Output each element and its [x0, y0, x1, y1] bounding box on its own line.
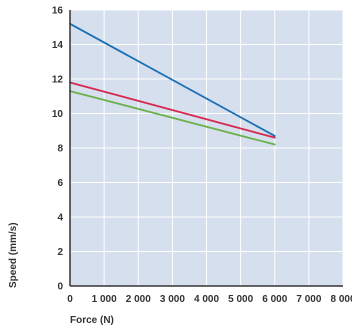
x-tick-label: 0: [67, 294, 73, 305]
axes: [69, 10, 343, 287]
y-tick-label: 4: [57, 213, 63, 224]
gridlines: [70, 9, 344, 286]
x-tick-label: 2 000: [126, 294, 151, 305]
x-tick-label: 8 000: [330, 294, 352, 305]
y-tick-label: 2: [57, 247, 63, 258]
x-tick-label: 6 000: [262, 294, 287, 305]
x-tick-label: 4 000: [194, 294, 219, 305]
y-tick-label: 6: [57, 178, 63, 189]
y-tick-label: 16: [52, 6, 64, 17]
y-tick-label: 8: [57, 144, 63, 155]
y-tick-label: 14: [52, 40, 64, 51]
x-axis-label: Force (N): [70, 315, 114, 326]
series-line-3: [69, 90, 276, 146]
x-tick-label: 7 000: [296, 294, 321, 305]
y-axis-label: Speed (mm/s): [8, 222, 19, 288]
y-tick-label: 12: [52, 75, 64, 86]
series-line-1: [69, 22, 276, 137]
x-tick-label: 3 000: [160, 294, 185, 305]
series-line-2: [69, 81, 276, 139]
x-tick-label: 5 000: [228, 294, 253, 305]
tick-labels: 0 2 4 6 8 10 12 14 16 0 1 000 2 000 3 000 4 000 5 000 6…: [52, 6, 352, 306]
y-tick-label: 10: [52, 109, 64, 120]
x-tick-label: 1 000: [92, 294, 117, 305]
y-tick-label: 0: [57, 282, 63, 293]
series-group: [69, 22, 276, 146]
